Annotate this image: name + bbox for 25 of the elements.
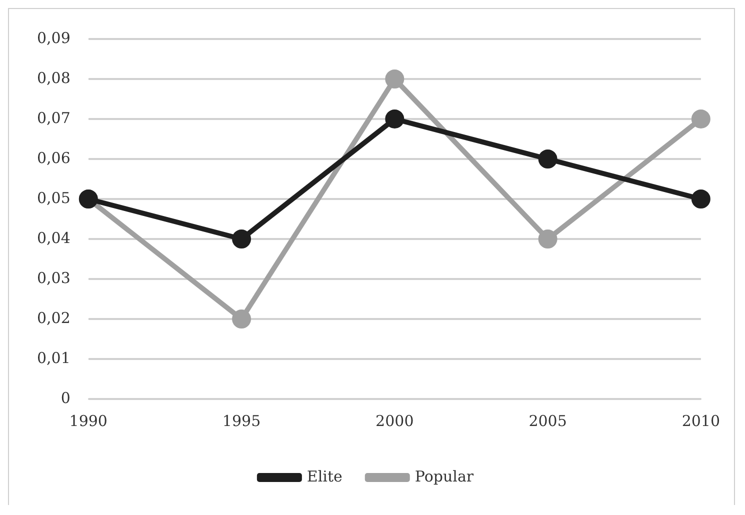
legend-label: Popular: [414, 467, 474, 486]
point: [232, 230, 252, 248]
y-tick-label: 0,04: [36, 228, 70, 247]
y-tick-label: 0,02: [36, 308, 70, 327]
x-tick-label: 2000: [376, 412, 414, 430]
y-tick-label: 0,09: [36, 28, 70, 47]
y-tick-label: 0,05: [36, 188, 70, 207]
point: [232, 310, 252, 328]
x-tick-label: 1990: [69, 412, 108, 430]
x-tick-label: 2005: [528, 412, 567, 430]
y-tick-label: 0,01: [36, 348, 70, 367]
point: [385, 70, 404, 88]
y-tick-label: 0: [60, 388, 70, 407]
legend-label: Elite: [306, 467, 343, 486]
y-tick-label: 0,06: [36, 148, 70, 167]
point: [538, 230, 558, 248]
y-tick-label: 0,03: [36, 268, 70, 287]
y-tick-label: 0,08: [36, 68, 70, 87]
x-tick-label: 1995: [222, 412, 261, 430]
y-tick-label: 0,07: [36, 108, 70, 127]
point: [538, 150, 558, 168]
point: [691, 110, 710, 128]
point: [385, 110, 404, 128]
x-tick-label: 2010: [682, 412, 720, 430]
point: [691, 190, 710, 208]
